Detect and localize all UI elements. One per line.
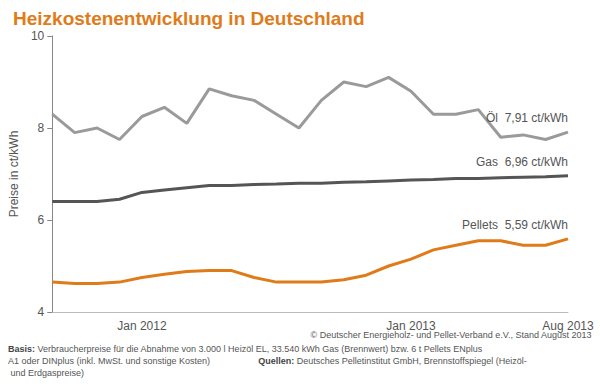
svg-text:A1 oder DINplus (inkl. MwSt. u: A1 oder DINplus (inkl. MwSt. und sonstig… [8, 356, 213, 366]
svg-text:10: 10 [31, 29, 45, 43]
svg-text:4: 4 [38, 305, 45, 319]
svg-text:Preise in ct/kWh: Preise in ct/kWh [7, 131, 21, 218]
svg-text:Heizkostenentwicklung in Deuts: Heizkostenentwicklung in Deutschland [13, 8, 365, 29]
svg-text:Gas 6,96 ct/kWh: Gas 6,96 ct/kWh [476, 155, 568, 169]
svg-text:und Erdgaspreise): und Erdgaspreise) [8, 368, 84, 378]
svg-text:Verbraucherpreise für die Abna: Verbraucherpreise für die Abnahme von 3.… [35, 344, 485, 354]
svg-text:Basis:: Basis: [8, 344, 35, 354]
svg-text:Deutsches Pelletinstitut GmbH,: Deutsches Pelletinstitut GmbH, Brennstof… [294, 356, 526, 366]
svg-text:Pellets 5,59 ct/kWh: Pellets 5,59 ct/kWh [462, 218, 568, 232]
svg-text:8: 8 [38, 121, 45, 135]
svg-text:Öl 7,91 ct/kWh: Öl 7,91 ct/kWh [486, 111, 568, 125]
svg-text:6: 6 [38, 213, 45, 227]
svg-text:Aug 2013: Aug 2013 [542, 319, 594, 333]
svg-text:© Deutscher Energieholz- und P: © Deutscher Energieholz- und Pellet-Verb… [310, 329, 592, 340]
svg-text:Quellen:: Quellen: [258, 356, 294, 366]
svg-text:Jan 2013: Jan 2013 [386, 319, 436, 333]
svg-text:Jan 2012: Jan 2012 [117, 319, 167, 333]
